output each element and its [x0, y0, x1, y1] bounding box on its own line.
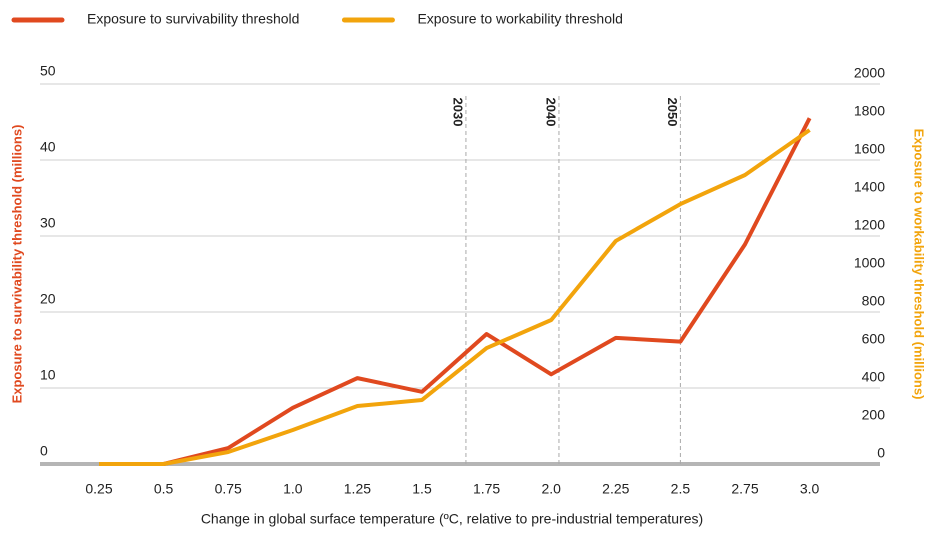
annotation: 2030	[450, 98, 465, 127]
annotation: 2050	[665, 98, 680, 127]
y2-tick-label: 2000	[854, 65, 885, 81]
legend-label: Exposure to workability threshold	[417, 11, 622, 27]
x-tick-label: 1.75	[473, 481, 500, 497]
y2-tick-label: 1600	[854, 141, 885, 157]
y-tick-label: 50	[40, 63, 56, 79]
series-line	[99, 128, 811, 466]
y2-tick-label: 1200	[854, 217, 885, 233]
x-tick-label: 0.75	[215, 481, 242, 497]
y-axis-title: Exposure to survivability threshold (mil…	[9, 125, 24, 404]
y-tick-label: 30	[40, 215, 56, 231]
x-tick-label: 2.0	[541, 481, 561, 497]
x-tick-label: 0.25	[85, 481, 112, 497]
y2-tick-label: 200	[862, 407, 886, 423]
annotation: 2040	[544, 98, 559, 127]
x-tick-label: 2.25	[602, 481, 629, 497]
y-tick-label: 20	[40, 291, 56, 307]
y2-axis-title: Exposure to workability threshold (milli…	[912, 129, 927, 400]
x-tick-label: 0.5	[154, 481, 174, 497]
y-tick-label: 10	[40, 367, 56, 383]
y2-tick-label: 0	[877, 445, 885, 461]
x-tick-label: 1.0	[283, 481, 303, 497]
x-tick-label: 1.25	[344, 481, 371, 497]
y2-tick-label: 600	[862, 331, 886, 347]
y-tick-label: 40	[40, 139, 56, 155]
x-axis-title: Change in global surface temperature (ºC…	[201, 511, 703, 527]
x-tick-label: 2.75	[731, 481, 758, 497]
x-tick-label: 1.5	[412, 481, 432, 497]
y2-tick-label: 1800	[854, 103, 885, 119]
legend-label: Exposure to survivability threshold	[87, 11, 299, 27]
y-tick-label: 0	[40, 443, 48, 459]
x-tick-label: 3.0	[800, 481, 820, 497]
y2-tick-label: 800	[862, 293, 886, 309]
y2-tick-label: 1400	[854, 179, 885, 195]
y2-tick-label: 400	[862, 369, 886, 385]
x-tick-label: 2.5	[671, 481, 691, 497]
series-line	[99, 117, 812, 466]
y2-tick-label: 1000	[854, 255, 885, 271]
